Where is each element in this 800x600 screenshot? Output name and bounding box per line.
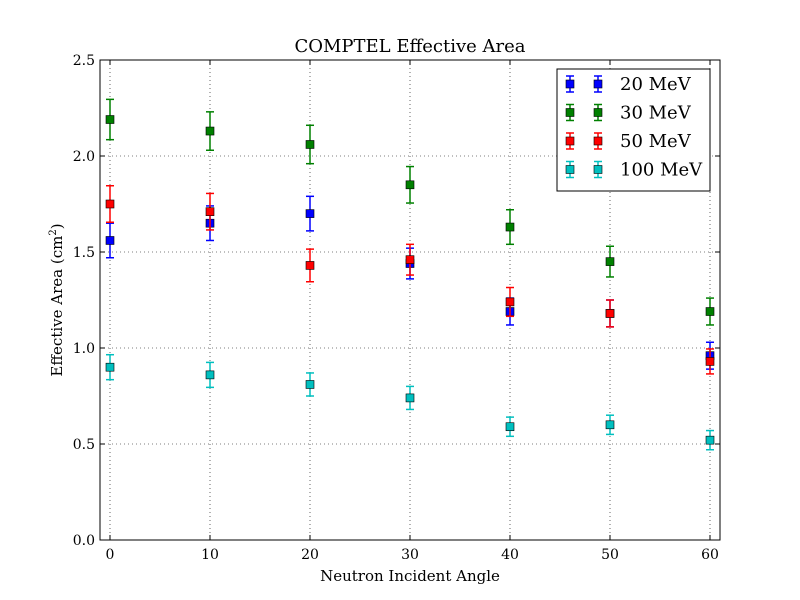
y-tick-label: 1.0 bbox=[73, 341, 95, 357]
legend-box bbox=[556, 68, 711, 192]
x-tick-label: 50 bbox=[601, 547, 619, 563]
data-point bbox=[105, 362, 115, 372]
data-point bbox=[705, 307, 715, 316]
data-point bbox=[605, 309, 615, 318]
data-point bbox=[305, 140, 315, 149]
data-point bbox=[505, 297, 515, 307]
legend-marker bbox=[565, 108, 575, 117]
y-tick-label: 2.5 bbox=[73, 53, 95, 69]
data-point bbox=[105, 115, 115, 124]
y-tick-label: 2.0 bbox=[73, 149, 95, 165]
data-point bbox=[105, 199, 115, 209]
legend-marker bbox=[593, 165, 603, 174]
y-tick-label: 0.5 bbox=[73, 437, 95, 453]
y-axis-label-superscript: 2 bbox=[48, 229, 59, 235]
x-axis-label: Neutron Incident Angle bbox=[320, 567, 500, 585]
data-point bbox=[205, 370, 215, 380]
data-series bbox=[105, 98, 715, 451]
data-point bbox=[405, 393, 415, 403]
y-axis-label: Effective Area (cm2) bbox=[48, 223, 66, 376]
data-point bbox=[505, 222, 515, 232]
legend-label: 30 MeV bbox=[620, 103, 692, 124]
data-point bbox=[105, 236, 115, 245]
legend-marker bbox=[593, 79, 603, 89]
x-tick-label: 20 bbox=[301, 547, 319, 563]
data-point bbox=[705, 435, 715, 445]
series-group bbox=[105, 98, 715, 326]
y-axis-label-text: Effective Area (cm bbox=[48, 236, 66, 377]
data-point bbox=[205, 207, 215, 216]
legend-marker bbox=[565, 136, 575, 146]
series-group bbox=[105, 185, 715, 375]
data-point bbox=[305, 261, 315, 270]
data-point bbox=[605, 420, 615, 430]
data-point bbox=[305, 380, 315, 389]
data-point bbox=[605, 257, 615, 266]
data-point bbox=[305, 209, 315, 218]
legend-marker bbox=[565, 165, 575, 174]
x-tick-label: 30 bbox=[401, 547, 419, 563]
legend-marker bbox=[593, 136, 603, 146]
legend-label: 100 MeV bbox=[620, 160, 703, 181]
data-point bbox=[405, 180, 415, 190]
y-tick-label: 1.5 bbox=[73, 245, 95, 261]
series-group bbox=[105, 353, 715, 451]
data-point bbox=[505, 422, 515, 432]
legend-marker bbox=[593, 108, 603, 117]
legend-marker bbox=[565, 79, 575, 89]
x-tick-label: 0 bbox=[106, 547, 115, 563]
x-tick-label: 10 bbox=[201, 547, 219, 563]
legend-label: 50 MeV bbox=[620, 131, 692, 152]
chart-title: COMPTEL Effective Area bbox=[294, 36, 525, 57]
legend: 20 MeV 30 MeV 50 MeV 100 MeV bbox=[556, 68, 711, 192]
axis-ticks: 0 10 20 30 40 50 60 0.0 0.5 1.0 1.5 2.0 2.5 bbox=[73, 53, 720, 563]
x-tick-label: 60 bbox=[701, 547, 719, 563]
y-axis-label-end: ) bbox=[48, 223, 66, 229]
data-point bbox=[405, 255, 415, 264]
legend-label: 20 MeV bbox=[620, 74, 692, 95]
x-tick-label: 40 bbox=[501, 547, 519, 563]
data-point bbox=[705, 357, 715, 366]
y-tick-label: 0.0 bbox=[73, 533, 95, 549]
data-point bbox=[205, 126, 215, 136]
